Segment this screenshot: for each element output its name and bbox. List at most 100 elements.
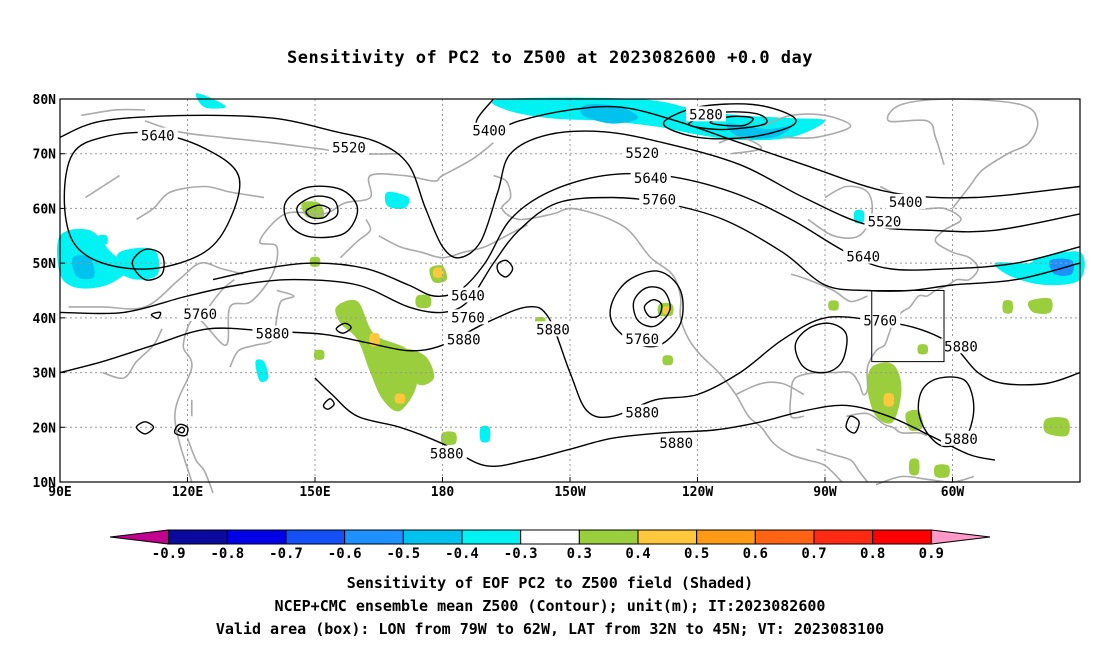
z500-contour bbox=[709, 115, 754, 127]
colorbar-label: -0.8 bbox=[210, 546, 244, 562]
sensitivity-area bbox=[479, 425, 491, 443]
contour-label-bg bbox=[180, 306, 221, 322]
sensitivity-area bbox=[378, 353, 409, 382]
contour-label-bg bbox=[426, 445, 467, 461]
z500-contour bbox=[131, 248, 165, 281]
sensitivity-area bbox=[415, 294, 432, 309]
contour-label-bg bbox=[622, 404, 663, 420]
sensitivity-area bbox=[195, 93, 226, 109]
colorbar-label: -0.3 bbox=[504, 546, 538, 562]
coastlines bbox=[68, 98, 1039, 494]
contour-label: 5880 bbox=[256, 327, 290, 343]
contour-label: 5520 bbox=[625, 146, 659, 162]
contour-label: 5760 bbox=[451, 310, 485, 326]
coastline bbox=[68, 261, 243, 310]
contour-label-bg bbox=[252, 325, 293, 341]
coastline bbox=[790, 273, 868, 303]
z500-contour bbox=[322, 398, 335, 410]
longitude-tick-label: 120W bbox=[682, 485, 713, 500]
sensitivity-area bbox=[883, 393, 895, 407]
colorbar-label: 0.8 bbox=[860, 546, 885, 562]
colorbar-label: 0.4 bbox=[625, 546, 650, 562]
contour-label-bg bbox=[448, 309, 488, 325]
contour-label-bg bbox=[622, 331, 663, 347]
contour-label: 5880 bbox=[944, 432, 978, 448]
contour-label-bg bbox=[885, 193, 926, 209]
colorbar-bin bbox=[226, 529, 287, 545]
latitude-tick-label: 10N bbox=[33, 476, 57, 491]
contour-label-bg bbox=[137, 127, 178, 143]
colorbar-label: -0.5 bbox=[386, 546, 420, 562]
coastline bbox=[102, 328, 163, 380]
colorbar-max-triangle bbox=[930, 529, 991, 545]
colorbar-bin bbox=[578, 529, 639, 545]
contour-label: 5640 bbox=[846, 250, 880, 266]
footer-contour-note: NCEP+CMC ensemble mean Z500 (Contour); u… bbox=[274, 597, 826, 615]
coastline bbox=[886, 98, 1039, 209]
z500-contour bbox=[609, 270, 684, 348]
colorbar-label: 0.6 bbox=[743, 546, 768, 562]
colorbar-label: -0.9 bbox=[152, 546, 186, 562]
colorbar-bin bbox=[813, 529, 874, 545]
coastline bbox=[174, 142, 494, 483]
longitude-tick-label: 180 bbox=[431, 485, 455, 500]
sensitivity-area bbox=[97, 234, 108, 246]
z500-contour bbox=[632, 286, 671, 328]
colorbar-label: 0.7 bbox=[801, 546, 826, 562]
coastline bbox=[339, 219, 372, 259]
sensitivity-area bbox=[917, 344, 929, 355]
z500-contour bbox=[283, 185, 359, 239]
sensitivity-area bbox=[933, 464, 950, 478]
colorbar-min-triangle bbox=[109, 529, 170, 545]
contour-label: 5640 bbox=[141, 129, 175, 145]
contour-label-bg bbox=[533, 321, 573, 337]
sensitivity-area bbox=[1027, 298, 1053, 314]
coastline bbox=[846, 412, 928, 437]
contour-label-bg bbox=[941, 338, 981, 354]
contour-label-bg bbox=[941, 430, 981, 446]
sensitivity-area bbox=[394, 393, 406, 404]
contour-label-bg bbox=[469, 122, 510, 138]
coastline bbox=[378, 224, 528, 259]
contour-label-bg bbox=[448, 287, 488, 303]
contour-label: 5760 bbox=[625, 332, 659, 348]
coastline bbox=[493, 174, 843, 483]
contour-label: 5760 bbox=[863, 314, 897, 330]
colorbar-bin bbox=[872, 529, 932, 545]
colorbar-bin bbox=[520, 529, 580, 545]
coastline bbox=[85, 174, 120, 199]
contour-label: 5880 bbox=[447, 333, 481, 349]
contour-label-bg bbox=[686, 106, 726, 122]
contour-label-bg bbox=[630, 169, 671, 185]
sensitivity-area bbox=[853, 209, 865, 224]
latitude-tick-label: 40N bbox=[33, 312, 57, 327]
colorbar-bin bbox=[285, 529, 346, 545]
contour-label: 5400 bbox=[472, 124, 506, 140]
contour-label-bg bbox=[329, 139, 369, 155]
longitude-tick-label: 150W bbox=[554, 485, 585, 500]
contour-label: 5520 bbox=[332, 141, 366, 157]
colorbar-label: -0.7 bbox=[269, 546, 303, 562]
z500-contour bbox=[59, 114, 1081, 259]
latitude-tick-label: 70N bbox=[33, 148, 57, 163]
z500-contour bbox=[335, 322, 352, 334]
latitude-tick-label: 80N bbox=[33, 93, 57, 108]
latitude-tick-label: 50N bbox=[33, 257, 57, 272]
contour-label: 5760 bbox=[642, 193, 676, 209]
contour-label: 5880 bbox=[625, 406, 659, 422]
colorbar-bin bbox=[168, 529, 228, 545]
sensitivity-area bbox=[384, 191, 410, 209]
contour-label: 5280 bbox=[689, 107, 723, 123]
contour-labels: 5400 5280 5640 5520 5520 5640 5760 5400 5520 5640… bbox=[137, 106, 981, 463]
contour-label-bg bbox=[443, 331, 484, 347]
colorbar: -0.9 -0.8 -0.7 -0.6 -0.5 -0.4 -0.3 0.3 0.4 0.5 0.6… bbox=[109, 529, 991, 562]
longitude-tick-label: 90E bbox=[48, 485, 71, 500]
footer-valid-area-note: Valid area (box): LON from 79W to 62W, L… bbox=[215, 620, 885, 638]
sensitivity-area bbox=[313, 349, 325, 360]
coastline bbox=[735, 381, 805, 396]
longitude-tick-label: 90W bbox=[813, 485, 837, 500]
contour-label: 5880 bbox=[536, 322, 570, 338]
colorbar-label: 0.5 bbox=[684, 546, 709, 562]
